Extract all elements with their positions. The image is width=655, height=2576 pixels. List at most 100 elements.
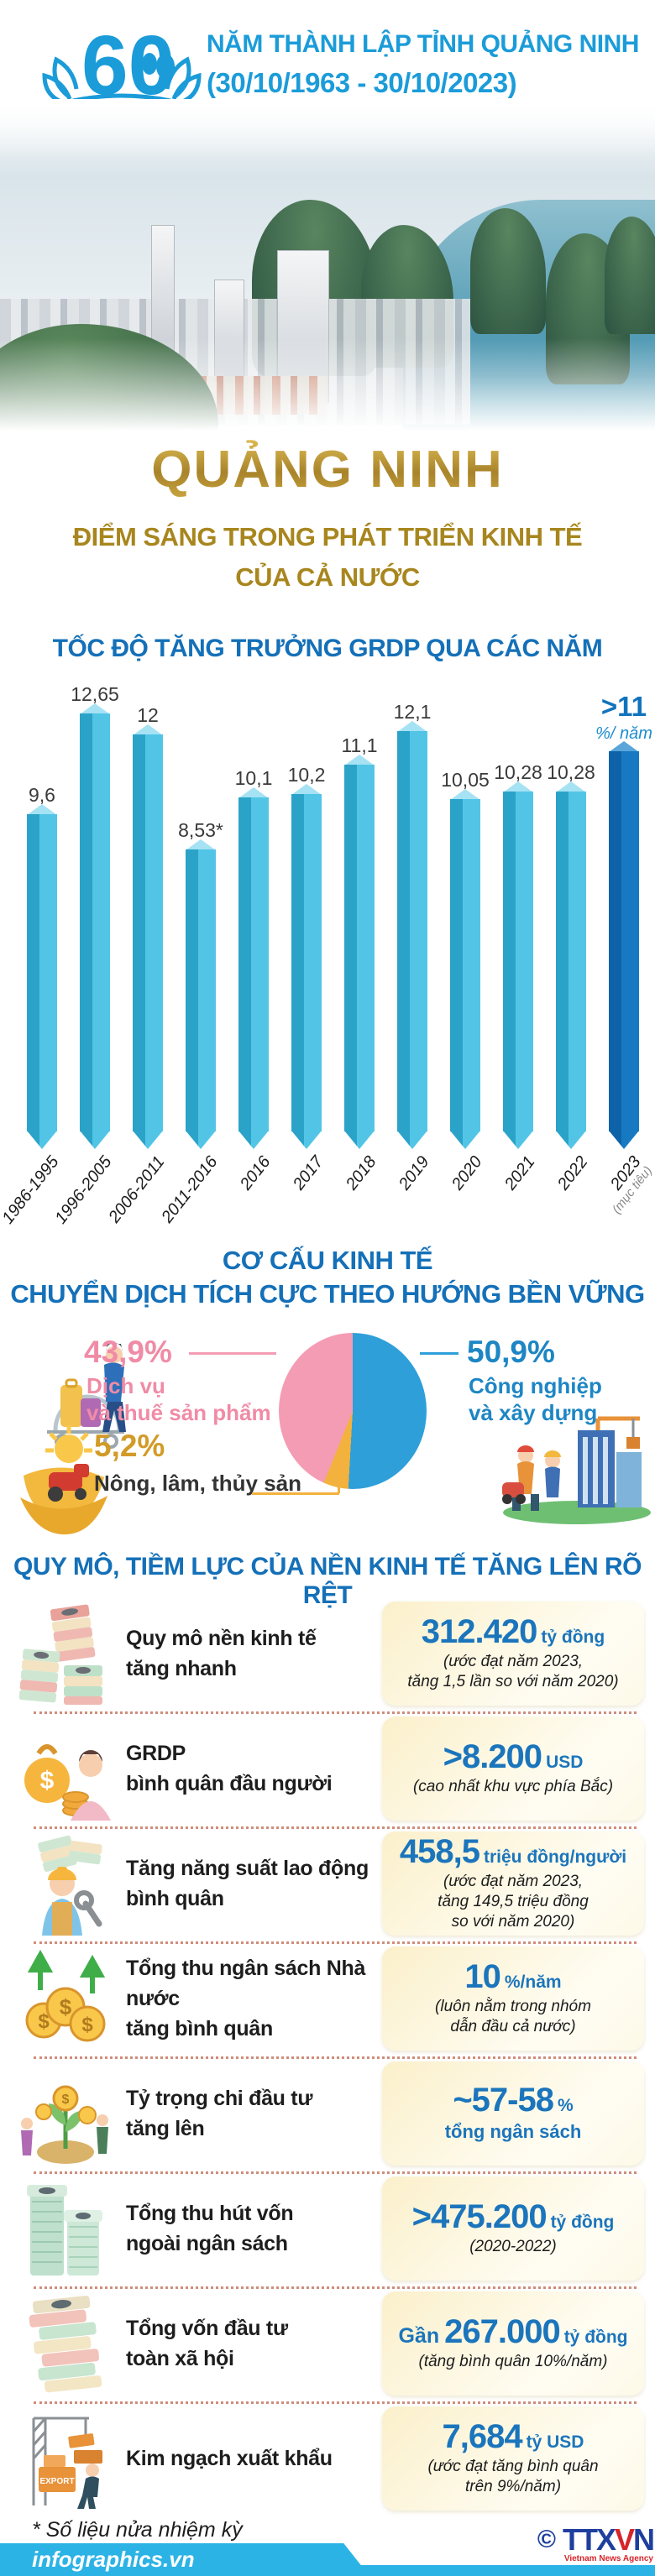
pie-section-title-line2: CHUYỂN DỊCH TÍCH CỰC THEO HƯỚNG BỀN VỮNG bbox=[10, 1279, 645, 1309]
stat-value: 10 %/năm bbox=[464, 1960, 561, 1993]
svg-text:EXPORT: EXPORT bbox=[39, 2477, 74, 2486]
row-separator bbox=[34, 2171, 637, 2174]
stat-row-5: $ Tỷ trọng chi đầu tư tăng lên ~57-58% tổng… bbox=[0, 2061, 655, 2166]
stat-row-1: Quy mô nền kinh tế tăng nhanh 312.420 tỷ đ… bbox=[0, 1602, 655, 1706]
header-title-line2: (30/10/1963 - 30/10/2023) bbox=[207, 67, 517, 98]
stat-value-prefix: Gần bbox=[398, 2324, 440, 2349]
ttxvn-subtitle: Vietnam News Agency bbox=[563, 2554, 653, 2563]
stat-value-number: 458,5 bbox=[399, 1833, 480, 1871]
export-crane-icon: EXPORT bbox=[15, 2406, 114, 2511]
grdp-bar-2021 bbox=[503, 781, 533, 1149]
stat-label: Tổng thu ngân sách Nhà nước tăng bình qu… bbox=[126, 1956, 366, 2041]
page-subtitle-line1: ĐIỂM SÁNG TRONG PHÁT TRIỂN KINH TẾ bbox=[72, 522, 583, 551]
construction-illustration bbox=[502, 1416, 651, 1524]
stat-row-8: EXPORT Kim ngạch xuất khẩu 7,684 tỷ USD (ước… bbox=[0, 2406, 655, 2511]
bar-value-label: 10,05 bbox=[441, 769, 490, 791]
stat-value-unit: tỷ đồng bbox=[541, 1628, 605, 1648]
stat-value-number: 10 bbox=[464, 1958, 500, 1996]
stat-value-note: (2020-2022) bbox=[469, 2238, 557, 2256]
stat-label: Tỷ trọng chi đầu tư tăng lên bbox=[126, 2086, 313, 2140]
investment-plant-icon: $ bbox=[15, 2061, 114, 2166]
stat-label: Tổng thu hút vốn ngoài ngân sách bbox=[126, 2201, 294, 2255]
stat-value-panel: 7,684 tỷ USD (ước đạt tăng bình quân trên … bbox=[382, 2406, 644, 2511]
service-pct: 43,9% bbox=[84, 1335, 172, 1369]
grdp-bar-2022 bbox=[556, 781, 586, 1149]
bar-body bbox=[27, 814, 57, 1131]
stat-value-panel: >8.200 USD (cao nhất khu vực phía Bắc) bbox=[382, 1716, 644, 1821]
grdp-bar-chart: 9,6 1986-1995 12,65 1996-2005 12 2006-2011 8,5… bbox=[0, 671, 655, 1255]
bar-body bbox=[291, 794, 322, 1131]
bar-body bbox=[556, 792, 586, 1131]
stat-value: >475.200 tỷ đồng bbox=[412, 2200, 615, 2234]
header-title-line1: NĂM THÀNH LẬP TỈNH QUẢNG NINH bbox=[207, 30, 639, 58]
stat-value: >8.200 USD bbox=[443, 1740, 584, 1774]
stat-label: Quy mô nền kinh tế tăng nhanh bbox=[126, 1626, 317, 1680]
stat-value-number: >475.200 bbox=[411, 2198, 548, 2236]
industry-label-line1: Công nghiệp bbox=[469, 1373, 602, 1398]
stat-label: Tổng vốn đầu tư toàn xã hội bbox=[126, 2316, 288, 2370]
bar-tip bbox=[291, 1131, 322, 1149]
grdp-bar-1986-1995 bbox=[27, 804, 57, 1149]
photo-fade-top bbox=[0, 99, 655, 158]
agriculture-connector-line bbox=[252, 1492, 339, 1495]
service-label-line2: và thuế sản phẩm bbox=[86, 1400, 271, 1425]
bar-tip bbox=[133, 1131, 163, 1149]
industry-label-line2: và xây dựng bbox=[469, 1400, 598, 1425]
copyright-icon: © bbox=[537, 2526, 556, 2553]
stat-value-panel: ~57-58% tổng ngân sách bbox=[382, 2061, 644, 2166]
stat-value-panel: >475.200 tỷ đồng (2020-2022) bbox=[382, 2176, 644, 2281]
row-separator bbox=[34, 2401, 637, 2404]
grdp-bar-2023 bbox=[609, 741, 639, 1149]
stat-value-panel: 312.420 tỷ đồng (ước đạt năm 2023, tăng 1,… bbox=[382, 1602, 644, 1706]
stat-value: 458,5 triệu đồng/người bbox=[400, 1835, 626, 1868]
bar-value-label: 10,28 bbox=[494, 761, 542, 783]
economy-pie-chart bbox=[279, 1333, 427, 1489]
svg-text:$: $ bbox=[38, 2010, 50, 2033]
stat-value-panel: 458,5 triệu đồng/người (ước đạt năm 2023, … bbox=[382, 1831, 644, 1936]
stat-row-3: Tăng năng suất lao động bình quân 458,5 tr… bbox=[0, 1831, 655, 1936]
bar-tip bbox=[503, 1131, 533, 1149]
bar-tip bbox=[450, 1131, 480, 1149]
bar-tip bbox=[186, 1131, 216, 1149]
stat-label: Kim ngạch xuất khẩu bbox=[126, 2446, 333, 2470]
stat-value-number: 7,684 bbox=[442, 2418, 523, 2456]
agriculture-connector-vline bbox=[338, 1479, 340, 1493]
bar-tip bbox=[80, 1131, 110, 1149]
stat-value: 7,684 tỷ USD bbox=[443, 2420, 584, 2453]
service-connector-line bbox=[189, 1352, 276, 1355]
bar-value-label: 10,28 bbox=[547, 761, 595, 783]
bar-body bbox=[186, 849, 216, 1131]
bar-tip bbox=[556, 1131, 586, 1149]
bar-value-label: 8,53* bbox=[178, 819, 223, 841]
stat-value-unit: tỷ đồng bbox=[563, 2328, 628, 2348]
row-separator bbox=[34, 2056, 637, 2059]
stat-value-number: 312.420 bbox=[421, 1613, 538, 1651]
grdp-bar-2016 bbox=[238, 787, 269, 1149]
bar-tip bbox=[344, 1131, 375, 1149]
service-label-line1: Dịch vụ bbox=[86, 1373, 165, 1398]
svg-text:$: $ bbox=[40, 1767, 55, 1795]
stat-value-unit: % bbox=[557, 2096, 574, 2116]
bar-value-label: 9,6 bbox=[29, 784, 55, 806]
industry-connector-line bbox=[420, 1352, 458, 1355]
bar-body bbox=[609, 751, 639, 1131]
worker-productivity-icon bbox=[15, 1831, 114, 1936]
stat-row-2: $ GRDP bình quân đầu người >8.200 USD (cao n… bbox=[0, 1716, 655, 1821]
stat-value-panel: Gần 267.000 tỷ đồng (tăng bình quân 10%/năm… bbox=[382, 2291, 644, 2396]
stat-value-unit: triệu đồng/người bbox=[483, 1847, 627, 1868]
bar-body bbox=[238, 797, 269, 1131]
page-subtitle-line2: CỦA CẢ NƯỚC bbox=[235, 562, 420, 592]
row-separator bbox=[34, 1826, 637, 1829]
ttxvn-text-blue1: TTX bbox=[562, 2522, 616, 2557]
row-separator bbox=[34, 2286, 637, 2289]
photo-fade-bottom bbox=[0, 338, 655, 447]
capital-stack-icon bbox=[15, 2176, 114, 2281]
row-separator bbox=[34, 1941, 637, 1944]
ttxvn-logo: © TTXVN Vietnam News Agency bbox=[527, 2522, 655, 2563]
bar-body bbox=[450, 799, 480, 1131]
infographics-ribbon: infographics.vn bbox=[0, 2543, 369, 2576]
stat-row-7: Tổng vốn đầu tư toàn xã hội Gần 267.000 tỷ … bbox=[0, 2291, 655, 2396]
bar-body bbox=[133, 734, 163, 1131]
stat-value: 312.420 tỷ đồng bbox=[422, 1615, 605, 1649]
